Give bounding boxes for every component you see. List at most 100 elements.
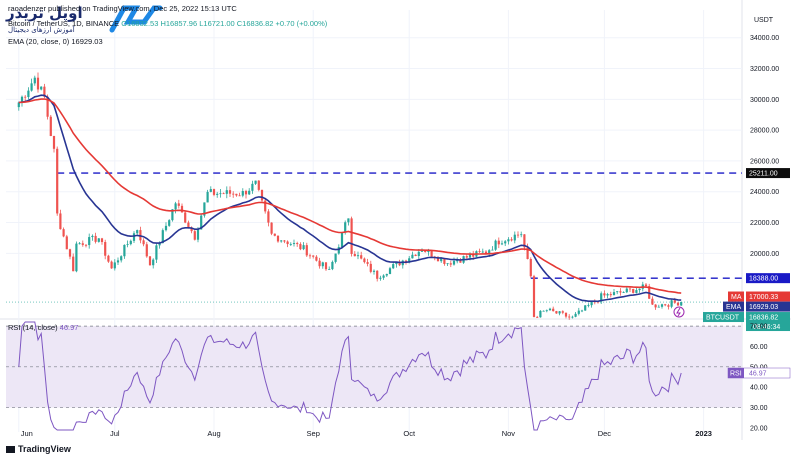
candle-body (228, 190, 232, 194)
candle-body (420, 250, 424, 252)
rsi-label-tag-bg (728, 368, 744, 379)
price-label-bg (746, 312, 790, 332)
candle-body (523, 234, 526, 248)
candle-body (526, 247, 529, 260)
time-tick-label: 2023 (695, 429, 712, 438)
candle-body (292, 243, 296, 245)
candle-body (635, 290, 638, 293)
candle-body (571, 316, 574, 318)
candle-body (539, 310, 542, 318)
candle-body (660, 304, 664, 307)
candle-body (161, 230, 164, 244)
candle-body (116, 260, 120, 263)
candle-body (587, 305, 590, 306)
candle-body (110, 261, 113, 269)
candle-body (56, 148, 59, 214)
candle-body (113, 262, 116, 269)
candle-body (465, 256, 468, 258)
candle-body (513, 234, 516, 241)
rsi-tick-label: 20.00 (750, 425, 768, 432)
price-label-bg (746, 273, 790, 284)
currency-label: USDT (754, 17, 774, 24)
candle-body (388, 268, 392, 274)
candle-body (500, 243, 504, 245)
candle-body (667, 305, 670, 307)
candle-body (43, 86, 46, 97)
price-label-value: 17000.33 (749, 294, 778, 301)
candle-body (507, 239, 510, 242)
candle-body (232, 193, 235, 195)
candle-body (379, 277, 382, 279)
tradingview-brand[interactable]: TradingView (6, 444, 71, 454)
candle-body (30, 83, 33, 91)
candle-body (574, 313, 577, 317)
time-tick-label: Jul (110, 429, 120, 438)
ema-legend[interactable]: EMA (20, close, 0) 16929.03 (8, 37, 103, 46)
candle-body (644, 284, 648, 287)
candle-body (276, 235, 280, 242)
price-tick-label: 28000.00 (750, 128, 779, 135)
rsi-line (18, 321, 682, 431)
candle-body (619, 291, 622, 293)
candle-body (651, 298, 654, 305)
candle-body (36, 77, 40, 90)
candle-body (180, 205, 184, 213)
price-tick-label: 30000.00 (750, 97, 779, 104)
candle-body (328, 269, 331, 270)
price-label-tag: MA (731, 294, 742, 301)
candle-body (206, 191, 209, 203)
candle-body (248, 190, 251, 195)
candle-body (382, 275, 385, 278)
time-tick-label: Jun (21, 429, 33, 438)
candle-body (612, 292, 616, 296)
candle-body (273, 233, 276, 236)
price-label-tag-bg (703, 312, 744, 323)
candle-body (577, 310, 580, 314)
candle-body (456, 260, 459, 262)
candle-body (472, 254, 475, 257)
candle-body (552, 308, 555, 312)
rsi-price-label: RSI 46.97 (727, 367, 791, 379)
candle-body (568, 316, 571, 318)
candle-body (584, 305, 587, 311)
candle-body (488, 250, 491, 254)
candle-body (17, 102, 20, 108)
price-tick-label: 34000.00 (750, 35, 779, 42)
candle-body (491, 249, 494, 251)
candle-body (494, 240, 497, 250)
candle-body (331, 261, 334, 270)
candle-body (366, 262, 369, 264)
price-label-btcusdt: 16836.82 08:46:34 BTCUSDT (703, 312, 790, 332)
candle-body (52, 136, 56, 149)
rsi-title-value: 46.97 (60, 323, 79, 332)
alert-bolt (676, 307, 681, 317)
candle-body (680, 302, 683, 306)
candle-body (321, 262, 324, 267)
price-label-bg (746, 168, 790, 179)
candle-body (203, 202, 206, 216)
candle-body (49, 116, 52, 137)
price-label-bg (746, 301, 790, 312)
candle-body (241, 191, 244, 196)
candle-body (516, 234, 520, 236)
price-tick-label: 24000.00 (750, 189, 779, 196)
candle-body (414, 254, 417, 257)
candle-body (376, 270, 379, 279)
candle-body (289, 244, 292, 245)
candle-body (318, 260, 321, 267)
candle-body (625, 288, 628, 293)
candle-body (187, 222, 190, 228)
candle-body (65, 236, 68, 250)
price-tick-label: 32000.00 (750, 66, 779, 73)
candle-body (334, 253, 337, 262)
candle-body (84, 244, 88, 246)
candle-body (91, 235, 94, 238)
candle-body (27, 90, 30, 98)
candle-body (446, 263, 449, 265)
horizontal-levels[interactable] (6, 172, 742, 303)
rsi-title: RSI (14, close) 46.97 (8, 323, 78, 332)
candle-body (264, 200, 267, 212)
candle-body (609, 294, 612, 296)
logo-mark-icon (109, 5, 163, 33)
